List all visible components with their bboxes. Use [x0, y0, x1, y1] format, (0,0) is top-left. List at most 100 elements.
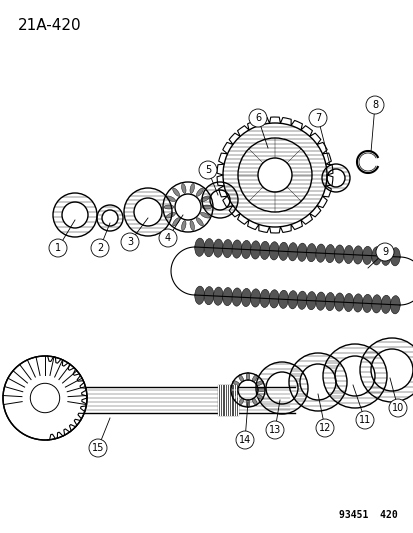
- Ellipse shape: [362, 246, 371, 264]
- Ellipse shape: [241, 240, 251, 259]
- Circle shape: [3, 356, 87, 440]
- Ellipse shape: [287, 290, 297, 309]
- Ellipse shape: [204, 287, 214, 305]
- Ellipse shape: [343, 245, 353, 264]
- Ellipse shape: [241, 288, 251, 306]
- Ellipse shape: [268, 242, 278, 260]
- Ellipse shape: [250, 241, 260, 259]
- Ellipse shape: [196, 218, 203, 226]
- Circle shape: [308, 109, 326, 127]
- Ellipse shape: [315, 292, 325, 310]
- Ellipse shape: [306, 292, 316, 310]
- Ellipse shape: [352, 246, 362, 264]
- Ellipse shape: [181, 183, 185, 193]
- Ellipse shape: [278, 242, 288, 261]
- Ellipse shape: [306, 244, 316, 262]
- Circle shape: [266, 421, 283, 439]
- Ellipse shape: [231, 288, 241, 306]
- Ellipse shape: [196, 188, 203, 196]
- Ellipse shape: [315, 244, 325, 262]
- Ellipse shape: [190, 183, 194, 193]
- Ellipse shape: [164, 205, 173, 209]
- Text: 12: 12: [318, 423, 330, 433]
- Circle shape: [91, 239, 109, 257]
- Text: 15: 15: [92, 443, 104, 453]
- Ellipse shape: [256, 381, 263, 386]
- Ellipse shape: [232, 381, 239, 386]
- Ellipse shape: [202, 205, 211, 209]
- Ellipse shape: [257, 388, 265, 392]
- Ellipse shape: [230, 388, 238, 392]
- Ellipse shape: [278, 290, 288, 309]
- Ellipse shape: [200, 196, 209, 201]
- Text: 7: 7: [314, 113, 320, 123]
- Circle shape: [315, 419, 333, 437]
- Text: 6: 6: [254, 113, 261, 123]
- Ellipse shape: [246, 373, 249, 381]
- Ellipse shape: [222, 287, 232, 306]
- Ellipse shape: [268, 290, 278, 308]
- Text: 8: 8: [371, 100, 377, 110]
- Ellipse shape: [166, 196, 175, 201]
- Ellipse shape: [222, 239, 232, 257]
- Ellipse shape: [246, 400, 249, 408]
- Ellipse shape: [371, 295, 381, 313]
- Ellipse shape: [213, 239, 223, 257]
- Ellipse shape: [256, 394, 263, 399]
- Ellipse shape: [252, 375, 256, 382]
- Text: 1: 1: [55, 243, 61, 253]
- Ellipse shape: [194, 238, 204, 256]
- Ellipse shape: [380, 247, 390, 265]
- Text: 13: 13: [268, 425, 280, 435]
- Text: 10: 10: [391, 403, 403, 413]
- Ellipse shape: [213, 287, 223, 305]
- Text: 93451  420: 93451 420: [338, 510, 397, 520]
- Ellipse shape: [194, 286, 204, 304]
- Text: 9: 9: [381, 247, 387, 257]
- Ellipse shape: [389, 248, 399, 266]
- Text: 11: 11: [358, 415, 370, 425]
- Circle shape: [248, 109, 266, 127]
- Ellipse shape: [362, 294, 371, 312]
- Text: 2: 2: [97, 243, 103, 253]
- Ellipse shape: [250, 289, 260, 307]
- Ellipse shape: [166, 213, 175, 218]
- Circle shape: [49, 239, 67, 257]
- Ellipse shape: [371, 247, 381, 265]
- Circle shape: [30, 383, 59, 413]
- Ellipse shape: [238, 375, 243, 382]
- Text: 4: 4: [164, 233, 171, 243]
- Ellipse shape: [252, 398, 256, 405]
- Ellipse shape: [172, 188, 179, 196]
- Text: 14: 14: [238, 435, 251, 445]
- Circle shape: [89, 439, 107, 457]
- Ellipse shape: [389, 296, 399, 314]
- Text: 21A-420: 21A-420: [18, 18, 81, 33]
- Ellipse shape: [343, 293, 353, 312]
- Circle shape: [235, 431, 254, 449]
- Circle shape: [355, 411, 373, 429]
- Ellipse shape: [297, 291, 306, 309]
- Ellipse shape: [325, 293, 334, 311]
- Ellipse shape: [287, 243, 297, 261]
- Ellipse shape: [334, 293, 344, 311]
- Ellipse shape: [334, 245, 344, 263]
- Ellipse shape: [352, 294, 362, 312]
- Circle shape: [388, 399, 406, 417]
- Ellipse shape: [200, 213, 209, 218]
- Circle shape: [121, 233, 139, 251]
- Circle shape: [365, 96, 383, 114]
- Ellipse shape: [181, 221, 185, 230]
- Ellipse shape: [190, 221, 194, 230]
- Ellipse shape: [238, 398, 243, 405]
- Ellipse shape: [172, 218, 179, 226]
- Ellipse shape: [231, 240, 241, 258]
- Ellipse shape: [259, 241, 269, 260]
- Ellipse shape: [204, 239, 214, 257]
- Ellipse shape: [259, 289, 269, 308]
- Text: 5: 5: [204, 165, 211, 175]
- Ellipse shape: [297, 243, 306, 261]
- Ellipse shape: [380, 295, 390, 313]
- Ellipse shape: [325, 245, 334, 263]
- Text: 3: 3: [127, 237, 133, 247]
